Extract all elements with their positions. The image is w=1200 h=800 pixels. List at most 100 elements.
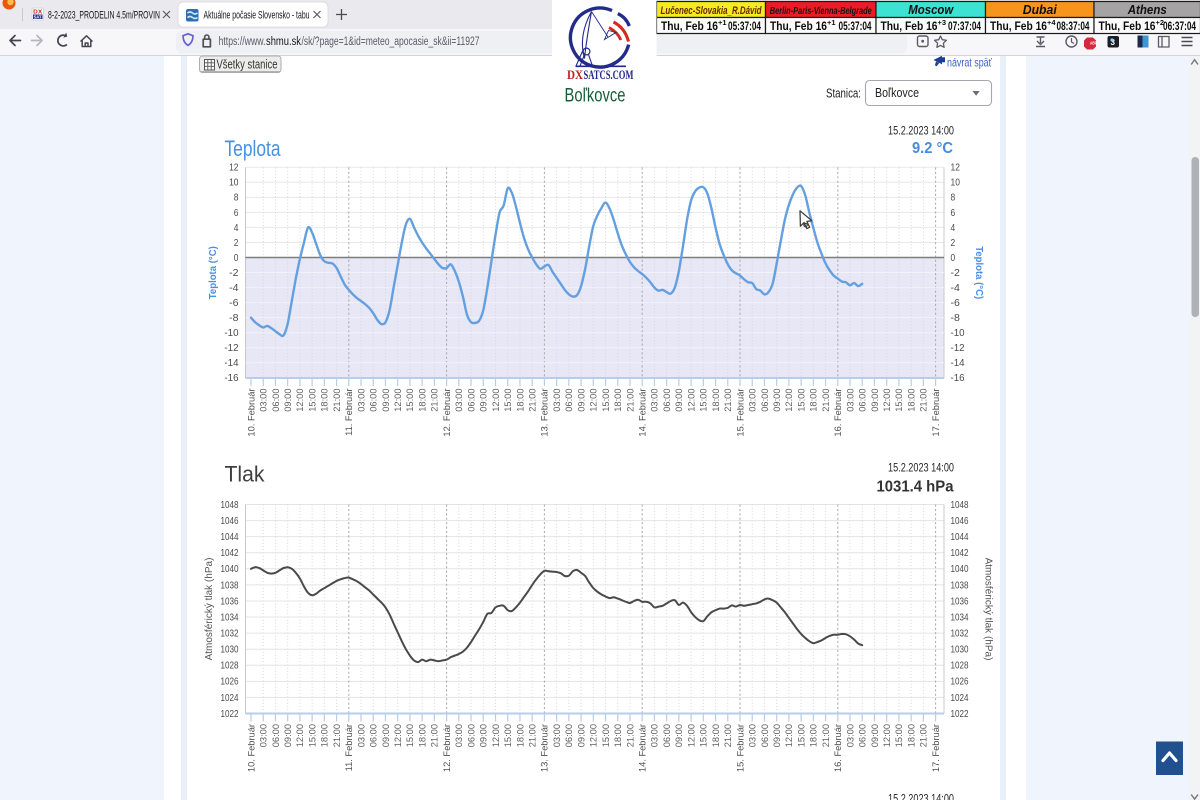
svg-text:12:00: 12:00 (295, 724, 305, 747)
svg-text:03:00: 03:00 (356, 724, 366, 747)
svg-text:-16: -16 (224, 373, 239, 384)
svg-text:15:00: 15:00 (307, 724, 317, 747)
svg-text:03:00: 03:00 (356, 389, 366, 412)
svg-text:Thu, Feb 16: Thu, Feb 16 (770, 19, 827, 33)
svg-text:12: 12 (229, 163, 239, 174)
svg-text:15:00: 15:00 (796, 389, 806, 412)
svg-text:12:00: 12:00 (491, 724, 501, 747)
svg-text:Všetky stanice: Všetky stanice (217, 57, 278, 72)
svg-text:03:00: 03:00 (552, 389, 562, 412)
svg-text:21:00: 21:00 (723, 389, 733, 412)
svg-text:0: 0 (951, 253, 956, 264)
svg-text:15:00: 15:00 (796, 724, 806, 747)
svg-text:05:37:04: 05:37:04 (728, 19, 761, 33)
svg-text:1044: 1044 (221, 532, 239, 543)
svg-text:21:00: 21:00 (723, 724, 733, 747)
svg-text:12:00: 12:00 (491, 389, 501, 412)
svg-text:21:00: 21:00 (625, 724, 635, 747)
svg-text:03:00: 03:00 (650, 389, 660, 412)
svg-text:https://www.: https://www. (219, 36, 266, 48)
svg-text:21:00: 21:00 (430, 724, 440, 747)
svg-text:15:00: 15:00 (894, 724, 904, 747)
svg-text:Moscow: Moscow (908, 3, 954, 17)
svg-text:1024: 1024 (951, 693, 969, 704)
svg-text:06:00: 06:00 (858, 389, 868, 412)
svg-text:06:00: 06:00 (271, 724, 281, 747)
svg-text:06:00: 06:00 (564, 389, 574, 412)
svg-text:Teplota: Teplota (225, 136, 282, 161)
svg-text:06:37:04: 06:37:04 (1163, 19, 1196, 33)
svg-text:15:00: 15:00 (503, 724, 513, 747)
svg-text:Atmosférický tlak (hPa): Atmosférický tlak (hPa) (204, 558, 215, 661)
svg-text:06:00: 06:00 (369, 724, 379, 747)
svg-text:21:00: 21:00 (625, 389, 635, 412)
svg-text:Athens: Athens (1127, 3, 1167, 17)
svg-text:DX: DX (567, 68, 583, 82)
svg-text:8: 8 (951, 193, 956, 204)
svg-text:1034: 1034 (951, 612, 969, 623)
svg-text:18:00: 18:00 (613, 724, 623, 747)
svg-text:06:00: 06:00 (662, 389, 672, 412)
svg-text:03:00: 03:00 (748, 724, 758, 747)
svg-text:18:00: 18:00 (320, 724, 330, 747)
svg-text:03:00: 03:00 (259, 389, 269, 412)
svg-text:1046: 1046 (221, 516, 239, 527)
svg-text:8-2-2023_PRODELIN 4.5m/PROVIN: 8-2-2023_PRODELIN 4.5m/PROVIN (48, 10, 160, 22)
svg-text:17. Február: 17. Február (931, 724, 941, 772)
svg-text:07:37:04: 07:37:04 (948, 19, 981, 33)
svg-text:-10: -10 (224, 328, 239, 339)
svg-text:-14: -14 (951, 358, 966, 369)
svg-text:09:00: 09:00 (479, 724, 489, 747)
svg-text:12:00: 12:00 (589, 389, 599, 412)
svg-text:-8: -8 (951, 313, 961, 324)
svg-text:06:00: 06:00 (858, 724, 868, 747)
svg-text:+3: +3 (938, 18, 947, 27)
svg-text:15:00: 15:00 (699, 724, 709, 747)
svg-text:1036: 1036 (951, 596, 969, 607)
svg-text:1030: 1030 (951, 645, 969, 656)
svg-text:Berlin-Paris-Vienna-Belgrade: Berlin-Paris-Vienna-Belgrade (770, 6, 872, 17)
svg-text:11. Február: 11. Február (344, 389, 354, 436)
svg-text:12:00: 12:00 (686, 724, 696, 747)
svg-text:Boľkovce: Boľkovce (875, 85, 919, 100)
svg-text:1038: 1038 (951, 580, 969, 591)
svg-text:Teplota (°C): Teplota (°C) (208, 246, 219, 299)
svg-text:1032: 1032 (951, 629, 969, 640)
svg-text:ABP: ABP (1090, 41, 1097, 46)
svg-text:4: 4 (234, 223, 239, 234)
svg-text:18:00: 18:00 (320, 389, 330, 412)
svg-text:6: 6 (951, 208, 956, 219)
svg-text:12:00: 12:00 (784, 389, 794, 412)
svg-text:14. Február: 14. Február (638, 389, 648, 437)
svg-text:1032: 1032 (221, 629, 239, 640)
svg-text:06:00: 06:00 (271, 389, 281, 412)
svg-text:1034: 1034 (221, 612, 239, 623)
svg-text:09:00: 09:00 (772, 724, 782, 747)
svg-text:18:00: 18:00 (417, 389, 427, 412)
svg-text:+4: +4 (1047, 18, 1056, 27)
svg-text:09:00: 09:00 (283, 724, 293, 747)
svg-text:4: 4 (951, 223, 956, 234)
svg-text:2: 2 (951, 238, 956, 249)
svg-text:15.2.2023 14:00: 15.2.2023 14:00 (888, 124, 954, 138)
svg-text:09:00: 09:00 (870, 724, 880, 747)
svg-text:1022: 1022 (221, 709, 239, 720)
svg-text:Stanica:: Stanica: (826, 86, 861, 101)
svg-text:3: 3 (1111, 38, 1116, 47)
svg-text:09:00: 09:00 (381, 389, 391, 412)
svg-text:03:00: 03:00 (454, 724, 464, 747)
svg-text:15. Február: 15. Február (735, 724, 745, 772)
svg-text:1031.4 hPa: 1031.4 hPa (877, 479, 954, 496)
svg-text:2: 2 (234, 238, 239, 249)
svg-text:1040: 1040 (221, 564, 239, 575)
svg-text:15:00: 15:00 (405, 724, 415, 747)
svg-text:Thu, Feb 16: Thu, Feb 16 (990, 19, 1047, 33)
svg-text:06:00: 06:00 (564, 724, 574, 747)
svg-text:05:37:04: 05:37:04 (839, 19, 872, 33)
svg-text:15:00: 15:00 (307, 389, 317, 412)
svg-text:18:00: 18:00 (515, 724, 525, 747)
svg-text:1046: 1046 (951, 516, 969, 527)
svg-text:/sk/?page=1&id=meteo_apocasie_: /sk/?page=1&id=meteo_apocasie_sk&ii=1192… (302, 36, 480, 48)
svg-text:6: 6 (234, 208, 239, 219)
svg-text:09:00: 09:00 (772, 389, 782, 412)
